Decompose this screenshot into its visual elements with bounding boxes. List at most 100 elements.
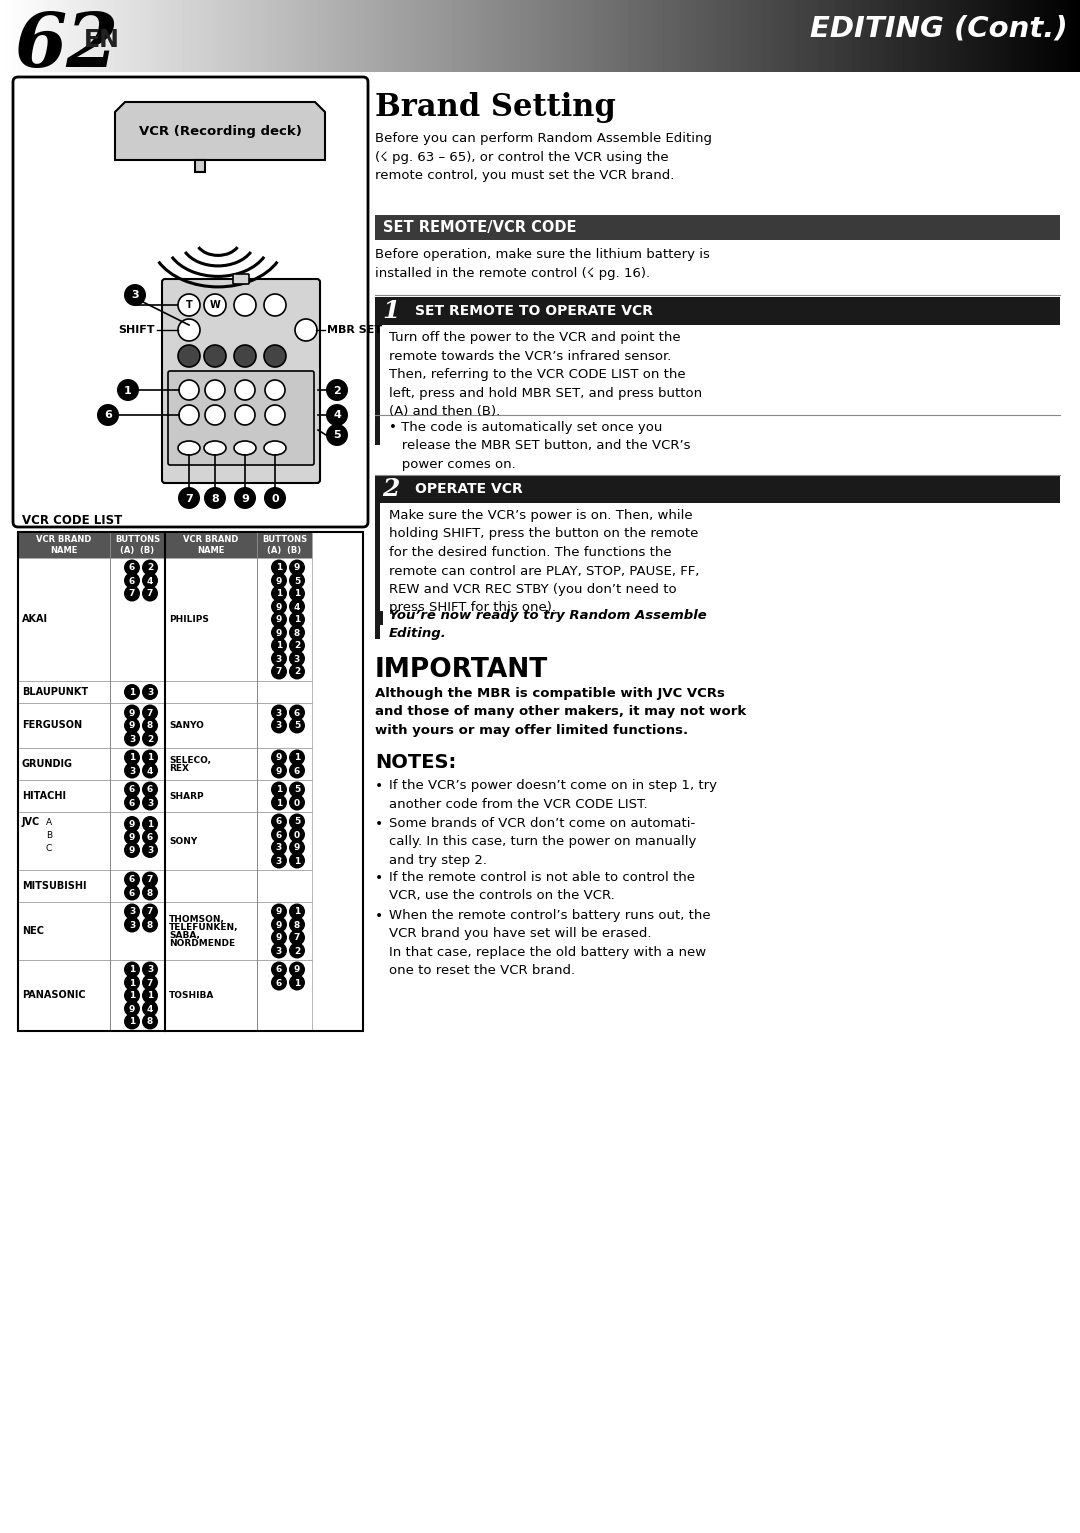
Text: •: •	[375, 779, 383, 793]
Circle shape	[124, 750, 140, 765]
Bar	[110, 812, 165, 871]
Ellipse shape	[234, 442, 256, 455]
Circle shape	[289, 840, 305, 855]
Circle shape	[124, 829, 140, 845]
Circle shape	[326, 379, 348, 402]
Text: 2: 2	[147, 734, 153, 744]
Text: 4: 4	[147, 1004, 153, 1013]
Bar	[110, 901, 165, 960]
Circle shape	[271, 794, 287, 811]
Circle shape	[271, 612, 287, 627]
Text: 9: 9	[294, 843, 300, 852]
Circle shape	[141, 572, 158, 589]
Ellipse shape	[264, 442, 286, 455]
Circle shape	[289, 664, 305, 679]
Circle shape	[124, 284, 146, 307]
Circle shape	[141, 560, 158, 575]
Text: 2: 2	[294, 667, 300, 676]
Text: SET REMOTE/VCR CODE: SET REMOTE/VCR CODE	[383, 221, 577, 235]
FancyBboxPatch shape	[13, 77, 368, 527]
Text: IMPORTANT: IMPORTANT	[375, 658, 549, 684]
Bar	[110, 558, 165, 681]
Circle shape	[271, 638, 287, 653]
Circle shape	[265, 405, 285, 425]
Bar	[165, 558, 257, 681]
Circle shape	[289, 903, 305, 920]
Text: JVC: JVC	[22, 817, 40, 826]
Text: 7: 7	[185, 494, 193, 503]
Circle shape	[124, 794, 140, 811]
Circle shape	[264, 345, 286, 366]
Text: You’re now ready to try Random Assemble
Editing.: You’re now ready to try Random Assemble …	[389, 609, 706, 641]
Text: 2: 2	[382, 477, 400, 501]
Circle shape	[141, 975, 158, 990]
Text: Turn off the power to the VCR and point the
remote towards the VCR’s infrared se: Turn off the power to the VCR and point …	[389, 331, 702, 419]
Circle shape	[264, 487, 286, 509]
Bar	[110, 704, 165, 748]
Circle shape	[124, 762, 140, 779]
Bar	[110, 871, 165, 901]
Bar	[257, 812, 312, 871]
Text: 9: 9	[275, 576, 282, 586]
Text: 3: 3	[275, 946, 282, 955]
Circle shape	[271, 624, 287, 641]
Bar	[18, 960, 110, 1032]
Circle shape	[289, 624, 305, 641]
Text: 3: 3	[294, 655, 300, 664]
Circle shape	[271, 650, 287, 667]
Text: VCR (Recording deck): VCR (Recording deck)	[138, 124, 301, 138]
Text: 1: 1	[275, 590, 282, 598]
Text: 7: 7	[275, 667, 282, 676]
Bar	[18, 780, 110, 812]
Text: T: T	[186, 300, 192, 310]
Text: 1: 1	[294, 857, 300, 866]
Bar	[375, 297, 1059, 325]
Bar	[110, 780, 165, 812]
Text: 9: 9	[129, 708, 135, 717]
Circle shape	[178, 345, 200, 366]
Bar	[165, 960, 257, 1032]
Circle shape	[124, 975, 140, 990]
Circle shape	[289, 650, 305, 667]
Circle shape	[124, 586, 140, 601]
Circle shape	[271, 975, 287, 990]
Text: 6: 6	[129, 785, 135, 794]
Polygon shape	[114, 103, 325, 159]
Bar	[375, 297, 407, 325]
Circle shape	[124, 782, 140, 797]
Circle shape	[204, 294, 226, 316]
Circle shape	[124, 1013, 140, 1030]
Text: Some brands of VCR don’t come on automati-
cally. In this case, turn the power o: Some brands of VCR don’t come on automat…	[389, 817, 697, 868]
Circle shape	[289, 917, 305, 932]
Text: Make sure the VCR’s power is on. Then, while
holding SHIFT, press the button on : Make sure the VCR’s power is on. Then, w…	[389, 509, 700, 615]
Text: 3: 3	[129, 920, 135, 929]
Circle shape	[141, 871, 158, 888]
Bar	[18, 748, 110, 780]
Text: AKAI: AKAI	[22, 615, 48, 624]
Text: 9: 9	[294, 564, 300, 572]
Bar	[375, 475, 1059, 503]
Circle shape	[271, 782, 287, 797]
Ellipse shape	[204, 442, 226, 455]
Text: 9: 9	[129, 820, 135, 829]
Text: 1: 1	[129, 978, 135, 987]
Text: If the remote control is not able to control the
VCR, use the controls on the VC: If the remote control is not able to con…	[389, 871, 696, 903]
Text: 1: 1	[147, 820, 153, 829]
Text: 1: 1	[129, 688, 135, 698]
Bar	[18, 871, 110, 901]
Text: When the remote control’s battery runs out, the
VCR brand you have set will be e: When the remote control’s battery runs o…	[389, 909, 711, 978]
Circle shape	[271, 705, 287, 721]
Circle shape	[204, 487, 226, 509]
Text: HITACHI: HITACHI	[22, 791, 66, 802]
Text: 8: 8	[211, 494, 219, 503]
Text: 8: 8	[147, 920, 153, 929]
Text: BUTTONS
(A)  (B): BUTTONS (A) (B)	[262, 535, 307, 555]
Text: 4: 4	[147, 766, 153, 776]
Text: 9: 9	[275, 766, 282, 776]
Bar	[110, 681, 165, 704]
Bar	[257, 704, 312, 748]
Text: 9: 9	[129, 722, 135, 731]
Circle shape	[124, 560, 140, 575]
Text: 4: 4	[147, 576, 153, 586]
Text: PHILIPS: PHILIPS	[168, 616, 208, 624]
